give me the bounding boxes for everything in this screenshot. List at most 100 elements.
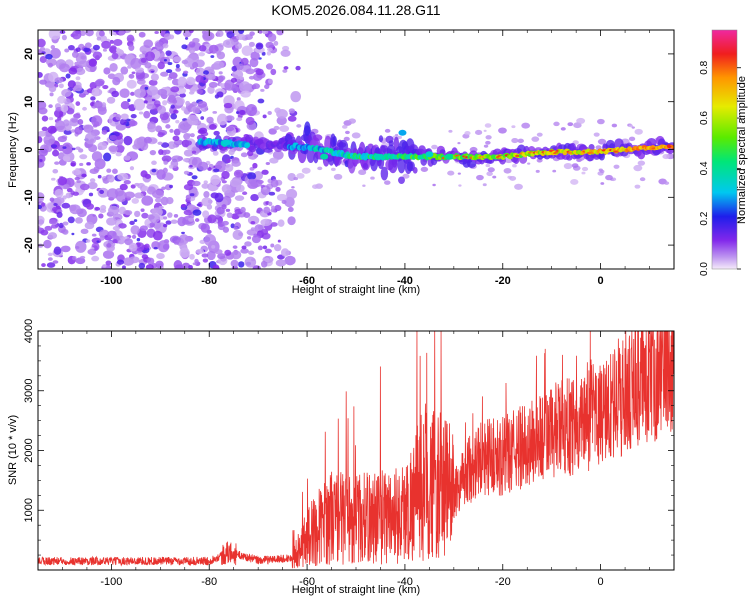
noise-blob — [91, 115, 103, 127]
noise-blob — [260, 228, 269, 236]
noise-blob — [98, 213, 104, 219]
noise-blob — [115, 152, 122, 157]
noise-blob — [85, 239, 91, 243]
noise-blob — [169, 128, 174, 133]
noise-blob — [131, 234, 137, 239]
noise-blob — [201, 197, 213, 207]
noise-blob — [124, 191, 135, 199]
noise-blob — [47, 232, 58, 239]
noise-blob — [175, 93, 180, 97]
noise-blob-faint — [448, 129, 453, 133]
noise-blob — [273, 40, 279, 46]
noise-blob — [115, 114, 122, 121]
noise-blob — [131, 198, 140, 204]
noise-blob — [146, 103, 156, 110]
noise-blob — [163, 223, 168, 228]
noise-blob — [44, 225, 53, 231]
noise-blob — [129, 166, 135, 171]
noise-blob-faint — [458, 184, 462, 187]
x-tick-label: -100 — [100, 275, 122, 287]
noise-blob — [202, 258, 209, 263]
noise-blob-faint — [492, 175, 497, 179]
noise-blob — [128, 120, 138, 127]
noise-blob — [38, 219, 45, 225]
noise-blob — [84, 221, 95, 230]
noise-blob — [50, 47, 61, 59]
noise-blob — [71, 232, 75, 236]
noise-blob — [39, 46, 46, 51]
noise-blob — [236, 97, 241, 101]
noise-blob — [138, 31, 146, 38]
noise-blob — [55, 120, 66, 131]
noise-blob — [40, 229, 49, 236]
noise-blob — [124, 210, 133, 216]
noise-blob — [119, 183, 128, 191]
noise-blob — [236, 33, 246, 41]
noise-blob — [261, 169, 269, 175]
noise-blob — [151, 160, 157, 166]
noise-blob — [51, 177, 56, 181]
noise-blob — [273, 244, 282, 252]
noise-blob — [200, 116, 205, 120]
noise-blob — [275, 259, 287, 267]
noise-blob-faint — [631, 126, 635, 129]
noise-blob — [61, 34, 67, 41]
noise-blob — [151, 207, 163, 217]
x-tick-label: -40 — [397, 576, 413, 588]
noise-blob — [171, 155, 183, 162]
noise-blob — [185, 194, 191, 201]
noise-blob — [260, 218, 272, 227]
noise-blob — [90, 96, 96, 101]
noise-blob — [269, 157, 279, 164]
noise-blob — [195, 67, 206, 77]
noise-blob — [175, 119, 180, 124]
noise-blob — [203, 180, 208, 185]
noise-blob-faint — [581, 166, 589, 172]
noise-blob — [75, 101, 81, 106]
noise-blob — [268, 128, 277, 135]
noise-blob — [197, 161, 209, 171]
noise-blob — [58, 83, 64, 89]
noise-blob — [231, 250, 242, 260]
y-tick-label: -10 — [23, 189, 35, 205]
noise-blob — [192, 209, 202, 216]
noise-blob — [72, 256, 77, 261]
noise-blob — [126, 79, 137, 89]
noise-blob — [226, 212, 233, 219]
noise-blob — [120, 66, 129, 75]
noise-blob — [94, 101, 103, 107]
noise-blob — [211, 244, 216, 249]
noise-blob — [151, 168, 157, 173]
noise-blob — [283, 66, 289, 70]
noise-blob — [160, 71, 169, 77]
noise-blob — [103, 67, 111, 75]
spectrogram-xlabel: Height of straight line (km) — [292, 284, 420, 296]
noise-blob — [98, 30, 105, 37]
noise-blob-faint — [333, 173, 343, 180]
noise-blob — [68, 67, 78, 75]
noise-blob — [38, 243, 44, 248]
noise-blob-faint — [487, 167, 495, 173]
noise-blob-faint — [581, 171, 586, 175]
noise-blob — [48, 219, 57, 225]
noise-blob — [84, 132, 97, 145]
noise-blob — [208, 124, 217, 130]
noise-blob — [194, 218, 200, 222]
noise-blob — [248, 250, 255, 255]
noise-blob — [144, 86, 149, 90]
noise-blob — [158, 149, 164, 155]
noise-blob-faint — [317, 166, 323, 171]
noise-blob — [157, 240, 170, 253]
noise-blob — [262, 30, 269, 35]
noise-blob — [96, 240, 100, 243]
noise-blob — [81, 173, 87, 178]
noise-blob-faint — [482, 183, 487, 187]
noise-blob — [48, 30, 61, 40]
noise-blob — [59, 63, 70, 73]
noise-blob — [120, 101, 130, 110]
noise-blob — [268, 191, 276, 196]
noise-blob — [130, 57, 142, 70]
noise-blob — [88, 58, 98, 67]
noise-blob — [136, 237, 141, 242]
